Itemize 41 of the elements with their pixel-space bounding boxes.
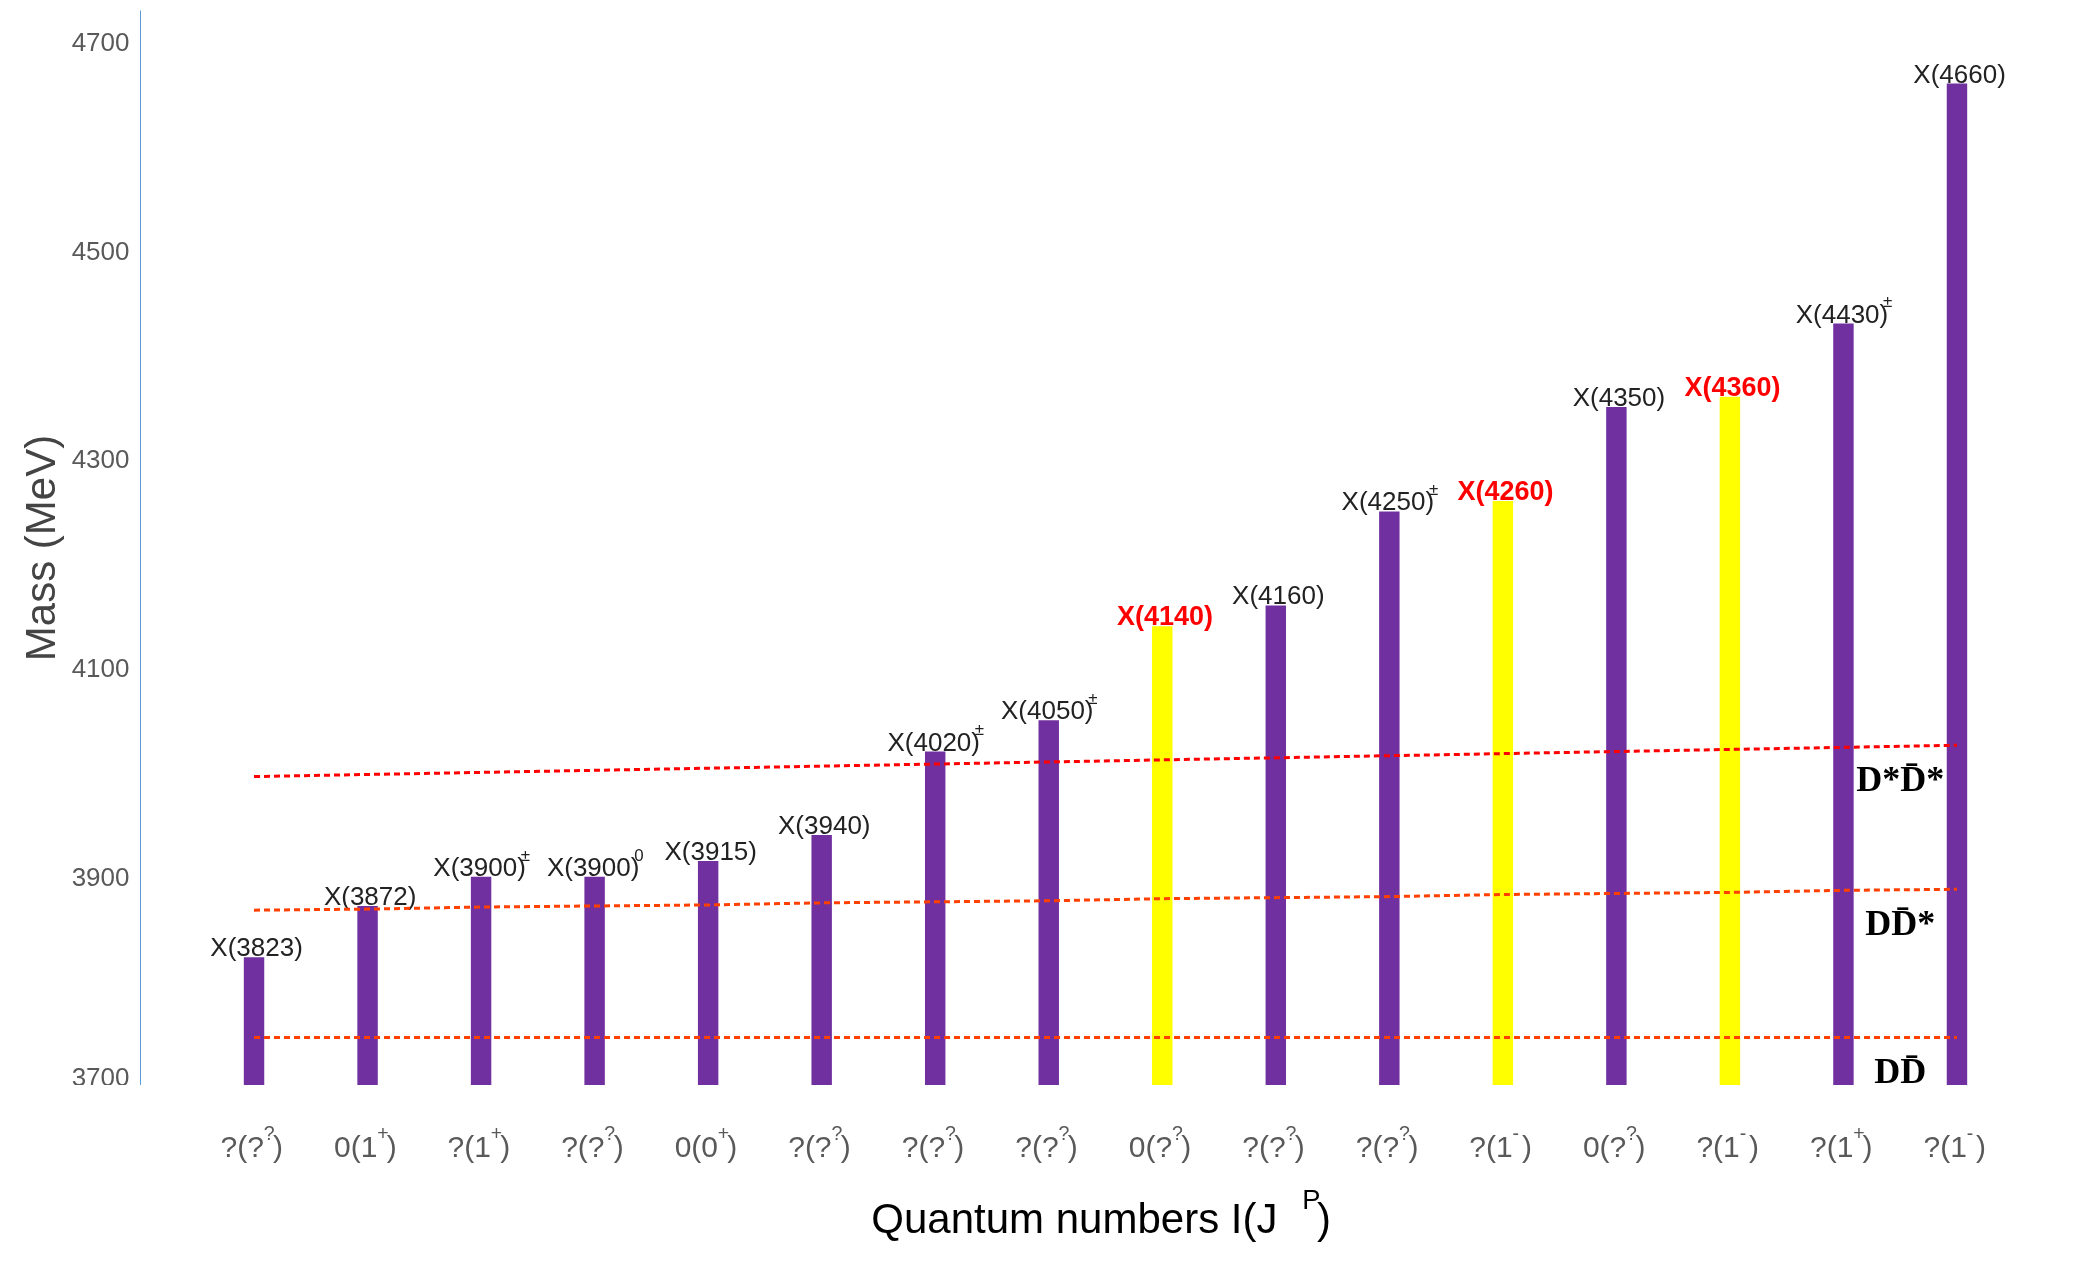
x-tick-label: ?(1+): [447, 1121, 511, 1163]
y-tick-label: 3700: [71, 1061, 130, 1092]
series-label: D*D̄*: [1856, 759, 1945, 800]
x-tick-label: 0(1+): [334, 1121, 397, 1163]
x-tick-label: ?(1-): [1469, 1121, 1532, 1163]
data-label: X(4430)±: [1795, 292, 1893, 329]
x-tick-label: ?(??): [901, 1121, 965, 1163]
data-label: X(3940): [778, 810, 871, 841]
data-label: X(3915): [664, 836, 757, 867]
y-axis-title: Mass (MeV): [16, 434, 64, 662]
data-label: X(4160): [1232, 580, 1325, 611]
y-tick-label: 3900: [71, 861, 130, 892]
x-tick-label: ?(??): [1242, 1121, 1305, 1163]
x-tick-label: ?(1-): [1923, 1121, 1987, 1163]
x-tick-label: ?(1+): [1809, 1121, 1873, 1163]
data-label: X(4350): [1572, 382, 1666, 413]
y-tick-label: 4700: [71, 26, 130, 57]
x-tick-label: ?(??): [788, 1121, 851, 1163]
data-label: X(3872): [323, 880, 417, 911]
y-tick-label: 4300: [71, 444, 130, 475]
data-label: X(4050)±: [1001, 689, 1098, 726]
x-tick-label: 0(0+): [674, 1121, 738, 1163]
x-tick-label: ?(??): [220, 1121, 284, 1163]
data-label: X(3823): [210, 932, 303, 963]
data-label: X(4250)±: [1341, 480, 1439, 517]
y-tick-label: 4500: [71, 235, 130, 266]
x-tick-label: 0(??): [1582, 1121, 1646, 1163]
x-tick-label: ?(??): [1015, 1121, 1078, 1163]
data-label: X(4660): [1913, 58, 2006, 89]
y-tick-label: 4100: [71, 653, 130, 684]
data-label: X(4020)±: [887, 720, 985, 757]
x-tick-label: ?(1-): [1696, 1121, 1759, 1163]
data-label: X(4140): [1116, 601, 1213, 632]
x-tick-label: ?(??): [1355, 1121, 1419, 1163]
data-label: X(3900)±: [433, 845, 530, 882]
data-label: X(4360): [1684, 371, 1781, 402]
x-tick-label: 0(??): [1128, 1121, 1192, 1163]
series-label: DD̄*: [1865, 903, 1936, 944]
x-tick-label: ?(??): [561, 1121, 624, 1163]
data-label: X(4260): [1457, 476, 1554, 507]
series-label: DD̄: [1874, 1051, 1927, 1092]
